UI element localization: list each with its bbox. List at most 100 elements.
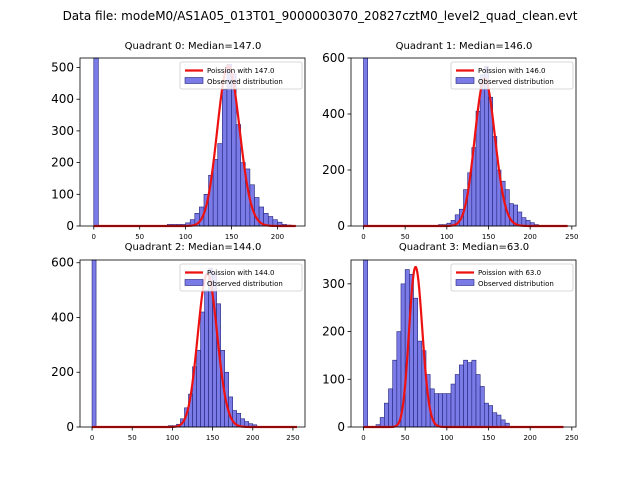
histogram-bar-q1-0 xyxy=(363,57,368,227)
y-tick-label-q0-200: 200 xyxy=(51,156,74,170)
axes-frame-q0 xyxy=(79,57,306,227)
histogram-bar-q3-22 xyxy=(463,359,468,428)
legend-quadrant-2: Poission with 144.0 Observed distribution xyxy=(179,263,303,292)
y-tick-label-q3-100: 100 xyxy=(322,372,345,386)
panel-quadrant-1: Quadrant 1: Median=146.0 0 200 400 600 0 50 10… xyxy=(322,41,578,241)
panel-title-quadrant-2: Quadrant 2: Median=144.0 xyxy=(125,242,262,253)
histogram-bar-q3-26 xyxy=(479,386,485,428)
x-tick-label-q2-200: 200 xyxy=(246,434,259,442)
legend-quadrant-1: Poission with 146.0 Observed distribution xyxy=(450,61,574,90)
histogram-bar-q3-27 xyxy=(484,402,489,428)
histogram-bar-q3-16 xyxy=(438,393,443,428)
y-tick-label-q2-200: 200 xyxy=(51,365,74,379)
histogram-bar-q3-3 xyxy=(384,402,389,428)
legend-bar-swatch-q0 xyxy=(184,77,204,84)
legend-label-poisson-q1: Poission with 146.0 xyxy=(478,67,546,75)
panel-title-quadrant-3: Quadrant 3: Median=63.0 xyxy=(399,242,529,253)
legend-label-observed-q2: Observed distribution xyxy=(207,280,283,288)
axes-frame-q2 xyxy=(79,259,306,428)
legend-bar-swatch-q1 xyxy=(455,77,475,84)
y-tick-label-q0-300: 300 xyxy=(51,124,74,138)
legend-label-poisson-q0: Poission with 147.0 xyxy=(207,67,275,75)
axes-frame-q1 xyxy=(350,57,577,227)
histogram-bar-q3-18 xyxy=(446,393,452,428)
histogram-bar-q3-29 xyxy=(492,412,498,428)
histogram-bar-q3-5 xyxy=(392,359,398,428)
histogram-bar-q1-11 xyxy=(479,74,485,227)
y-tick-label-q2-0: 0 xyxy=(66,420,74,434)
x-tick-label-q0-100: 100 xyxy=(179,233,192,241)
histogram-bar-q3-10 xyxy=(413,297,418,428)
y-tick-label-q1-200: 200 xyxy=(322,163,345,177)
y-tick-label-q2-400: 400 xyxy=(51,310,74,324)
panel-title-quadrant-0: Quadrant 0: Median=147.0 xyxy=(125,41,262,52)
bars-quadrant-0 xyxy=(93,57,292,227)
legend-label-poisson-q3: Poission with 63.0 xyxy=(478,269,541,277)
axes-quadrant-2: 0 200 400 600 0 50 100 150 200 250 xyxy=(51,256,306,442)
y-tick-label-q0-0: 0 xyxy=(66,219,74,233)
histogram-bar-q3-17 xyxy=(442,393,448,428)
x-tick-label-q3-100: 100 xyxy=(440,434,453,442)
y-tick-label-q3-300: 300 xyxy=(322,277,345,291)
axes-quadrant-1: 0 200 400 600 0 50 100 150 200 250 xyxy=(322,51,578,241)
x-tick-label-q2-50: 50 xyxy=(128,434,137,442)
x-tick-label-q2-150: 150 xyxy=(206,434,219,442)
x-tick-label-q1-250: 250 xyxy=(565,233,578,241)
x-tick-label-q1-200: 200 xyxy=(523,233,536,241)
legend-box-q0 xyxy=(179,61,303,90)
x-tick-label-q3-200: 200 xyxy=(523,434,536,442)
histogram-bar-q3-21 xyxy=(459,364,464,428)
histogram-bar-q3-4 xyxy=(388,388,393,428)
histogram-bar-q3-25 xyxy=(475,374,481,428)
figure-suptitle: Data file: modeM0/AS1A05_013T01_90000030… xyxy=(63,9,578,23)
histogram-bar-q3-23 xyxy=(467,362,473,428)
histogram-bar-q0-0 xyxy=(93,57,99,227)
x-tick-label-q1-150: 150 xyxy=(482,233,495,241)
histogram-bar-q1-20 xyxy=(517,211,523,227)
histogram-bar-q0-12 xyxy=(217,143,223,227)
y-tick-label-q1-0: 0 xyxy=(337,219,345,233)
y-tick-label-q2-600: 600 xyxy=(51,256,74,270)
x-tick-label-q0-50: 50 xyxy=(135,233,144,241)
y-tick-label-q3-200: 200 xyxy=(322,325,345,339)
legend-label-observed-q3: Observed distribution xyxy=(478,280,554,288)
histogram-bar-q3-0 xyxy=(363,259,368,428)
histogram-bar-q3-6 xyxy=(396,331,402,428)
histogram-bar-q3-19 xyxy=(450,383,456,428)
legend-label-observed-q1: Observed distribution xyxy=(478,78,554,86)
y-tick-label-q0-400: 400 xyxy=(51,92,74,106)
x-tick-label-q3-250: 250 xyxy=(565,434,578,442)
x-tick-label-q0-150: 150 xyxy=(225,233,238,241)
panel-quadrant-3: Quadrant 3: Median=63.0 0 100 200 300 0 50 100… xyxy=(322,242,578,442)
histogram-bar-q3-24 xyxy=(471,359,477,428)
histogram-bar-q3-2 xyxy=(379,417,385,428)
x-tick-label-q3-50: 50 xyxy=(401,434,410,442)
histogram-bar-q3-11 xyxy=(417,340,423,428)
y-tick-label-q1-400: 400 xyxy=(322,107,345,121)
panel-quadrant-0: Quadrant 0: Median=147.0 0 100 200 300 400 50… xyxy=(51,41,306,241)
panel-quadrant-2: Quadrant 2: Median=144.0 0 200 400 600 0 50 10… xyxy=(51,242,306,442)
legend-bar-swatch-q3 xyxy=(455,279,475,286)
legend-box-q3 xyxy=(450,263,574,292)
axes-quadrant-3: 0 100 200 300 0 50 100 150 200 250 xyxy=(322,259,579,442)
y-tick-label-q0-100: 100 xyxy=(51,187,74,201)
legend-label-poisson-q2: Poission with 144.0 xyxy=(207,269,275,277)
legend-quadrant-0: Poission with 147.0 Observed distribution xyxy=(179,61,303,90)
y-tick-label-q3-0: 0 xyxy=(337,420,345,434)
x-tick-label-q0-200: 200 xyxy=(271,233,284,241)
x-tick-label-q0-0: 0 xyxy=(92,233,96,241)
x-tick-label-q1-0: 0 xyxy=(361,233,365,241)
legend-box-q1 xyxy=(450,61,574,90)
histogram-bar-q0-11 xyxy=(212,159,219,227)
x-tick-label-q2-0: 0 xyxy=(90,434,94,442)
legend-label-observed-q0: Observed distribution xyxy=(207,78,283,86)
x-tick-label-q1-50: 50 xyxy=(401,233,410,241)
legend-box-q2 xyxy=(179,263,303,292)
panel-title-quadrant-1: Quadrant 1: Median=146.0 xyxy=(396,41,533,52)
x-tick-label-q2-100: 100 xyxy=(166,434,179,442)
axes-frame-q3 xyxy=(350,259,577,428)
y-tick-label-q1-600: 600 xyxy=(322,51,345,65)
legend-quadrant-3: Poission with 63.0 Observed distribution xyxy=(450,263,574,292)
histogram-bar-q3-28 xyxy=(488,405,493,428)
